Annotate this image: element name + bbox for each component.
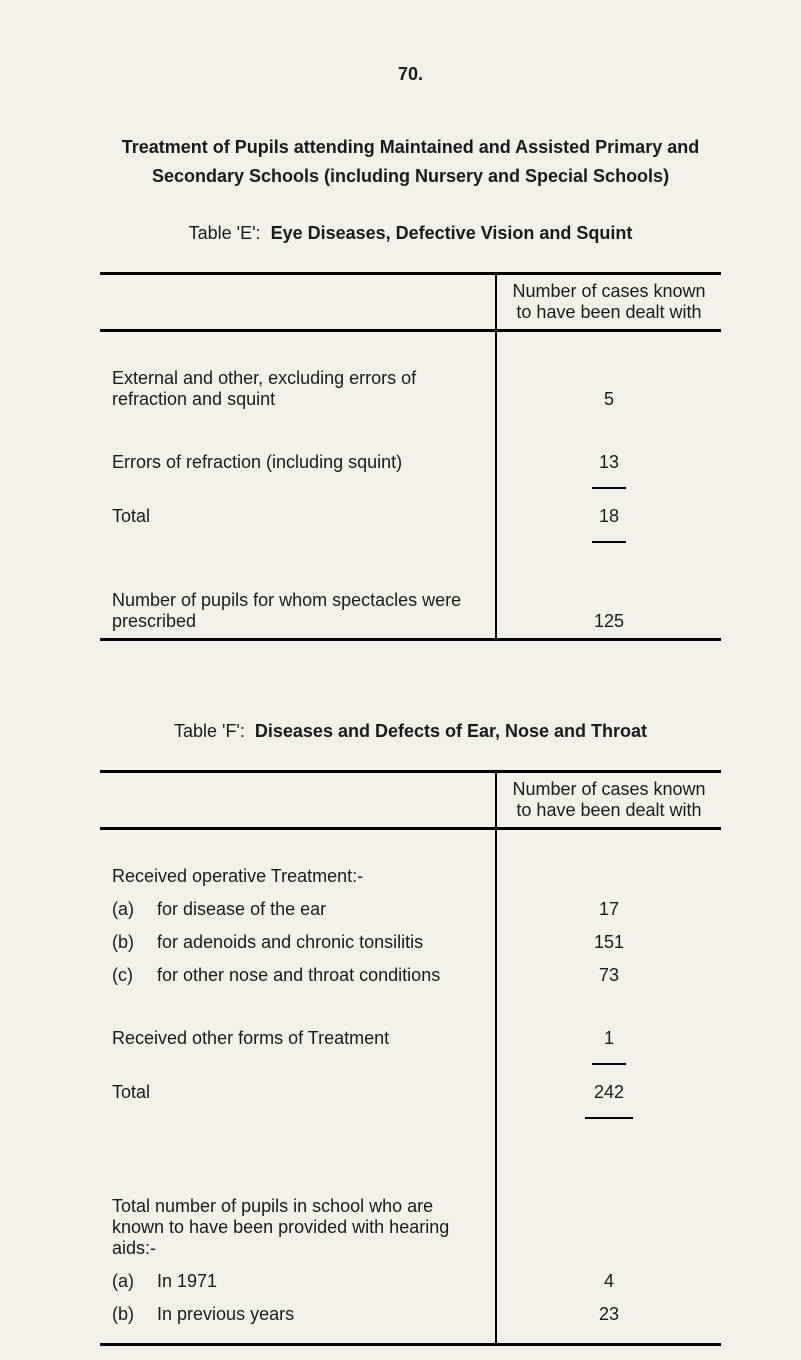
table-f-item-value: 17 — [496, 893, 721, 926]
rule-icon — [592, 541, 626, 543]
rule-icon — [585, 1117, 633, 1119]
table-e-row-label: Errors of refraction (including squint) — [100, 446, 496, 500]
table-f-item: (a) for disease of the ear — [100, 893, 496, 926]
table-f-item-value: 151 — [496, 926, 721, 959]
table-e-row-value: 5 — [496, 362, 721, 416]
table-e-caption-prefix: Table 'E': — [189, 223, 261, 243]
table-f-item-value: 23 — [496, 1298, 721, 1345]
rule-icon — [592, 1063, 626, 1065]
table-f-item-value: 73 — [496, 959, 721, 992]
table-e-header-blank — [100, 273, 496, 330]
table-f-header-blank — [100, 771, 496, 828]
table-f-total-label: Total — [100, 1076, 496, 1130]
table-f-item: (a) In 1971 — [100, 1265, 496, 1298]
table-f-section1-label: Received operative Treatment:- — [100, 860, 496, 893]
page-number: 70. — [100, 64, 721, 85]
table-e-total-label: Total — [100, 500, 496, 554]
table-f-caption-text: Diseases and Defects of Ear, Nose and Th… — [255, 721, 647, 741]
table-f-total-value: 242 — [496, 1076, 721, 1130]
table-e-total-value: 18 — [496, 500, 721, 554]
table-e-header-col: Number of cases known to have been dealt… — [496, 273, 721, 330]
table-f-section2-label: Received other forms of Treatment — [100, 1022, 496, 1076]
table-f-blank — [496, 1190, 721, 1265]
table-f-header-col: Number of cases known to have been dealt… — [496, 771, 721, 828]
table-f-caption: Table 'F': Diseases and Defects of Ear, … — [100, 721, 721, 742]
table-e-caption: Table 'E': Eye Diseases, Defective Visio… — [100, 223, 721, 244]
main-heading: Treatment of Pupils attending Maintained… — [100, 133, 721, 191]
rule-icon — [592, 487, 626, 489]
table-f-caption-prefix: Table 'F': — [174, 721, 245, 741]
section-gap — [100, 641, 721, 721]
table-f-item: (b) In previous years — [100, 1298, 496, 1345]
table-e: Number of cases known to have been dealt… — [100, 272, 721, 641]
table-f-blank — [496, 860, 721, 893]
table-f-section2-value: 1 — [496, 1022, 721, 1076]
table-f-section3-label: Total number of pupils in school who are… — [100, 1190, 496, 1265]
table-e-row-value: 13 — [496, 446, 721, 500]
table-e-row-label: External and other, excluding errors of … — [100, 362, 496, 416]
document-page: 70. Treatment of Pupils attending Mainta… — [0, 0, 801, 1360]
table-f-item: (b) for adenoids and chronic tonsilitis — [100, 926, 496, 959]
table-f: Number of cases known to have been dealt… — [100, 770, 721, 1346]
table-e-caption-text: Eye Diseases, Defective Vision and Squin… — [271, 223, 633, 243]
table-e-footer-value: 125 — [496, 584, 721, 640]
table-e-footer-label: Number of pupils for whom spectacles wer… — [100, 584, 496, 640]
table-f-item: (c) for other nose and throat conditions — [100, 959, 496, 992]
table-f-item-value: 4 — [496, 1265, 721, 1298]
